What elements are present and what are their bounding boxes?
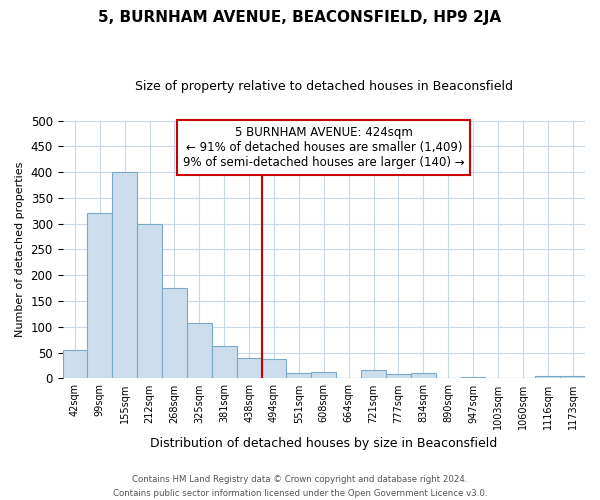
Bar [535,376,560,378]
Bar [286,374,311,378]
Bar [162,288,187,378]
Bar [560,376,585,378]
Bar [236,358,262,378]
Bar [112,172,137,378]
Text: 5 BURNHAM AVENUE: 424sqm
← 91% of detached houses are smaller (1,409)
9% of semi: 5 BURNHAM AVENUE: 424sqm ← 91% of detach… [183,126,464,168]
Bar [361,370,386,378]
Bar [461,377,485,378]
Bar [88,214,112,378]
Bar [262,360,286,378]
Text: 5, BURNHAM AVENUE, BEACONSFIELD, HP9 2JA: 5, BURNHAM AVENUE, BEACONSFIELD, HP9 2JA [98,10,502,25]
Text: Contains HM Land Registry data © Crown copyright and database right 2024.
Contai: Contains HM Land Registry data © Crown c… [113,476,487,498]
Bar [311,372,336,378]
Bar [386,374,411,378]
Bar [212,346,236,378]
Bar [411,374,436,378]
X-axis label: Distribution of detached houses by size in Beaconsfield: Distribution of detached houses by size … [150,437,497,450]
Bar [137,224,162,378]
Y-axis label: Number of detached properties: Number of detached properties [15,162,25,337]
Bar [62,350,88,378]
Title: Size of property relative to detached houses in Beaconsfield: Size of property relative to detached ho… [135,80,513,93]
Bar [187,322,212,378]
